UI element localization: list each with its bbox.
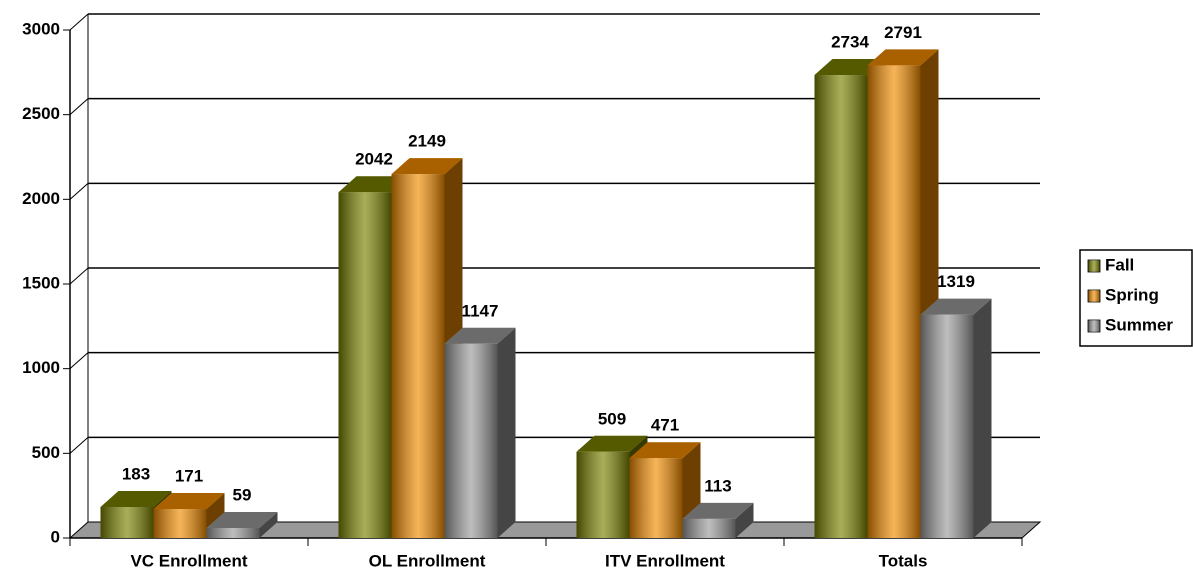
bar-shine xyxy=(153,509,207,538)
bar-top-shade xyxy=(391,158,463,175)
x-tick-label: VC Enrollment xyxy=(130,551,247,570)
y-tick-label: 0 xyxy=(51,527,60,546)
grid-diag xyxy=(69,436,89,454)
value-label: 113 xyxy=(704,476,731,495)
value-label: 183 xyxy=(122,464,150,483)
bar-top-shade xyxy=(153,493,225,510)
bar-top xyxy=(920,298,992,315)
bar-top-shade xyxy=(682,502,754,519)
value-label: 59 xyxy=(233,485,252,504)
bar-shine xyxy=(206,528,260,538)
bar-top-shade xyxy=(629,442,701,459)
bar-top-shade xyxy=(576,435,648,452)
bar-shine xyxy=(576,451,630,538)
bar-side-shade xyxy=(735,502,754,538)
legend-label: Fall xyxy=(1105,255,1134,274)
y-tick-label: 1500 xyxy=(22,273,60,292)
y-tick-label: 3000 xyxy=(22,19,60,38)
value-label: 2149 xyxy=(408,132,446,151)
bar-top-shade xyxy=(920,298,992,315)
bar-side-shade xyxy=(497,327,516,538)
value-label: 2042 xyxy=(355,150,393,169)
bar-top xyxy=(206,512,278,529)
y-tick-label: 2500 xyxy=(22,104,60,123)
legend-swatch-shine xyxy=(1088,260,1100,272)
bar-top xyxy=(576,435,648,452)
grid-diag xyxy=(69,98,89,116)
bar-top xyxy=(153,493,225,510)
legend-swatch-shine xyxy=(1088,320,1100,332)
bar-top-shade xyxy=(867,49,939,66)
bar-top-shade xyxy=(444,327,516,344)
grid-diag xyxy=(69,13,89,31)
bar-top xyxy=(100,491,172,508)
x-tick-label: Totals xyxy=(879,551,928,570)
bar-side-shade xyxy=(973,298,992,538)
y-tick-label: 500 xyxy=(32,443,60,462)
value-label: 171 xyxy=(175,467,203,486)
bar-top-shade xyxy=(100,491,172,508)
bar-shine xyxy=(391,174,445,538)
y-tick-label: 1000 xyxy=(22,358,60,377)
value-label: 509 xyxy=(598,409,626,428)
bar-side-shade xyxy=(259,512,278,538)
bar-top xyxy=(391,158,463,175)
x-tick-label: ITV Enrollment xyxy=(605,551,725,570)
legend-label: Spring xyxy=(1105,285,1159,304)
legend-label: Summer xyxy=(1105,315,1173,334)
bar-shine xyxy=(338,192,392,539)
x-tick-label: OL Enrollment xyxy=(369,551,486,570)
bar-shine xyxy=(920,314,974,538)
grid-diag xyxy=(69,352,89,370)
grid-diag xyxy=(69,182,89,200)
value-label: 1147 xyxy=(462,301,499,320)
bar-top xyxy=(682,502,754,519)
bar-shine xyxy=(444,343,498,538)
bar-top xyxy=(629,442,701,459)
value-label: 2734 xyxy=(831,33,869,52)
bar-shine xyxy=(100,507,154,538)
y-tick-label: 2000 xyxy=(22,189,60,208)
bar-top xyxy=(444,327,516,344)
bar-shine xyxy=(682,518,736,538)
value-label: 1319 xyxy=(937,272,975,291)
bar-shine xyxy=(814,75,868,538)
legend-swatch-shine xyxy=(1088,290,1100,302)
bar-top xyxy=(867,49,939,66)
bar-top-shade xyxy=(206,512,278,529)
value-label: 2791 xyxy=(884,23,922,42)
value-label: 471 xyxy=(651,416,679,435)
grid-diag xyxy=(69,267,89,285)
bar-shine xyxy=(867,65,921,539)
bar-shine xyxy=(629,458,683,538)
